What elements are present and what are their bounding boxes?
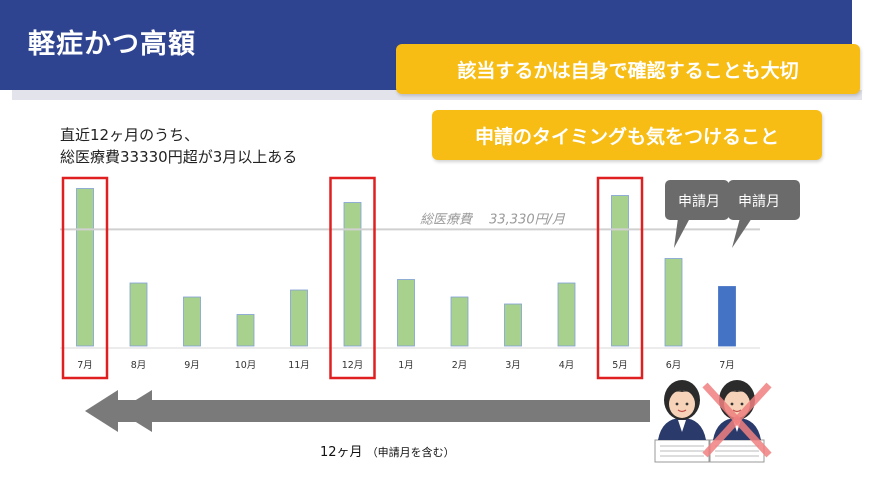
x-label-2: 9月 — [184, 360, 200, 371]
period-label: 12ヶ月 （申請月を含む） — [320, 441, 455, 460]
x-label-6: 1月 — [398, 360, 414, 371]
condition-line-2: 総医療費33330円超が3月以上ある — [60, 148, 298, 166]
bar-6 — [397, 279, 415, 347]
period-note: （申請月を含む） — [366, 446, 455, 459]
condition-description: 直近12ヶ月のうち、 総医療費33330円超が3月以上ある — [60, 124, 297, 168]
slide-title: 軽症かつ高額 — [28, 29, 196, 60]
bar-12 — [718, 286, 736, 347]
bubble-left: 申請月 — [665, 180, 729, 248]
x-label-12: 7月 — [719, 360, 735, 371]
threshold-label: 総医療費 33,330円/月 — [420, 212, 566, 227]
bar-2 — [183, 296, 201, 347]
callout-timing-text: 申請のタイミングも気をつけること — [474, 125, 779, 148]
highlight-boxes-group — [61, 176, 644, 380]
bar-5 — [343, 202, 362, 347]
condition-line-1: 直近12ヶ月のうち、 — [60, 126, 200, 144]
back-arrow-icon — [85, 390, 650, 432]
bar-7 — [450, 296, 469, 347]
callout-self-check-text: 該当するかは自身で確認することも大切 — [457, 59, 799, 82]
highlight-box-5 — [329, 176, 376, 380]
person-icon — [654, 380, 710, 463]
bubble-right: 申請月 — [728, 180, 800, 248]
person-crossed-icon — [702, 380, 772, 463]
bars-group — [76, 188, 736, 347]
x-label-9: 4月 — [559, 360, 575, 371]
callout-self-check: 該当するかは自身で確認することも大切 — [396, 44, 860, 94]
x-label-3: 10月 — [235, 360, 257, 371]
x-label-5: 12月 — [342, 360, 364, 371]
x-label-4: 11月 — [288, 360, 310, 371]
bar-1 — [129, 282, 148, 347]
period-main: 12ヶ月 — [320, 445, 363, 460]
bar-3 — [236, 314, 255, 347]
highlight-box-0 — [61, 176, 109, 380]
x-label-0: 7月 — [77, 360, 93, 371]
x-label-11: 6月 — [666, 360, 682, 371]
highlight-box-10 — [596, 176, 644, 380]
x-label-1: 8月 — [131, 360, 147, 371]
x-labels-group: 7月 8月 9月 10月 11月 12月 1月 2月 3月 4月 5月 6月 7月 — [77, 360, 735, 371]
x-label-7: 2月 — [452, 360, 468, 371]
x-label-10: 5月 — [612, 360, 628, 371]
bar-10 — [611, 195, 629, 347]
bar-0 — [76, 188, 94, 347]
bubble-right-text: 申請月 — [738, 194, 780, 210]
bar-11 — [664, 258, 683, 347]
bar-4 — [290, 289, 308, 347]
bar-8 — [504, 303, 522, 347]
bubble-left-text: 申請月 — [678, 194, 720, 210]
callout-timing: 申請のタイミングも気をつけること — [432, 110, 822, 160]
bar-9 — [557, 282, 576, 347]
x-label-8: 3月 — [505, 360, 521, 371]
